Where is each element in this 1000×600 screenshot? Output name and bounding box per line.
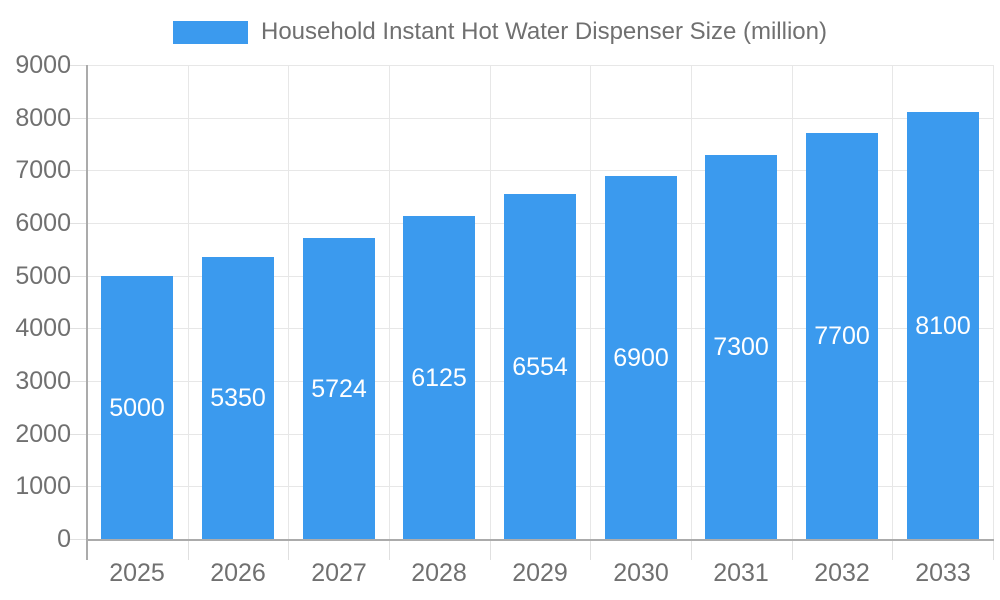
- bar: [101, 276, 173, 539]
- y-axis-tick: [68, 539, 87, 540]
- x-axis-label: 2033: [915, 559, 971, 587]
- x-axis-label: 2026: [210, 559, 266, 587]
- x-axis-label: 2031: [713, 559, 769, 587]
- y-gridline: [87, 65, 993, 66]
- x-gridline: [792, 65, 793, 539]
- y-axis-label: 3000: [15, 367, 71, 395]
- x-gridline: [590, 65, 591, 539]
- x-gridline: [892, 65, 893, 539]
- x-axis-label: 2030: [613, 559, 669, 587]
- y-axis-label: 0: [57, 525, 71, 553]
- bar: [605, 176, 677, 539]
- y-axis-label: 6000: [15, 209, 71, 237]
- y-axis-label: 7000: [15, 156, 71, 184]
- x-axis-label: 2025: [109, 559, 165, 587]
- y-axis-tick: [68, 118, 87, 119]
- y-gridline: [87, 118, 993, 119]
- x-axis-tick: [389, 541, 390, 560]
- bar-value-label: 6554: [512, 353, 568, 381]
- bar: [504, 194, 576, 539]
- x-axis-label: 2028: [411, 559, 467, 587]
- x-axis-tick: [691, 541, 692, 560]
- bar-value-label: 6125: [411, 364, 467, 392]
- x-gridline: [993, 65, 994, 539]
- x-axis-line: [86, 539, 994, 541]
- y-axis-tick: [68, 223, 87, 224]
- y-axis-tick: [68, 170, 87, 171]
- bar: [303, 238, 375, 539]
- x-gridline: [188, 65, 189, 539]
- y-axis-label: 4000: [15, 314, 71, 342]
- y-gridline: [87, 170, 993, 171]
- x-axis-tick: [188, 541, 189, 560]
- bar-value-label: 5000: [109, 394, 165, 422]
- y-axis-tick: [68, 486, 87, 487]
- x-gridline: [490, 65, 491, 539]
- bar-value-label: 8100: [915, 312, 971, 340]
- bar: [202, 257, 274, 539]
- x-gridline: [691, 65, 692, 539]
- y-axis-line: [86, 65, 88, 560]
- x-axis-label: 2032: [814, 559, 870, 587]
- x-axis-tick: [590, 541, 591, 560]
- x-axis-tick: [892, 541, 893, 560]
- y-axis-label: 9000: [15, 51, 71, 79]
- x-axis-label: 2027: [311, 559, 367, 587]
- legend[interactable]: Household Instant Hot Water Dispenser Si…: [0, 17, 1000, 47]
- bar: [907, 112, 979, 539]
- x-axis-tick: [490, 541, 491, 560]
- legend-swatch: [172, 20, 248, 44]
- y-axis-tick: [68, 381, 87, 382]
- y-axis-label: 2000: [15, 420, 71, 448]
- bar-value-label: 5724: [311, 375, 367, 403]
- x-axis-tick: [792, 541, 793, 560]
- x-gridline: [288, 65, 289, 539]
- y-axis-tick: [68, 434, 87, 435]
- x-gridline: [389, 65, 390, 539]
- bar: [403, 216, 475, 539]
- bar-value-label: 5350: [210, 384, 266, 412]
- bar-value-label: 6900: [613, 344, 669, 372]
- bar: [705, 155, 777, 539]
- x-axis-label: 2029: [512, 559, 568, 587]
- bar-value-label: 7300: [713, 333, 769, 361]
- y-axis-label: 8000: [15, 104, 71, 132]
- y-axis-tick: [68, 65, 87, 66]
- y-axis-tick: [68, 328, 87, 329]
- legend-label: Household Instant Hot Water Dispenser Si…: [260, 18, 827, 45]
- bar-value-label: 7700: [814, 322, 870, 350]
- y-axis-tick: [68, 276, 87, 277]
- y-axis-label: 1000: [15, 472, 71, 500]
- bar: [806, 133, 878, 539]
- y-axis-label: 5000: [15, 262, 71, 290]
- x-axis-tick: [288, 541, 289, 560]
- x-axis-tick: [993, 541, 994, 560]
